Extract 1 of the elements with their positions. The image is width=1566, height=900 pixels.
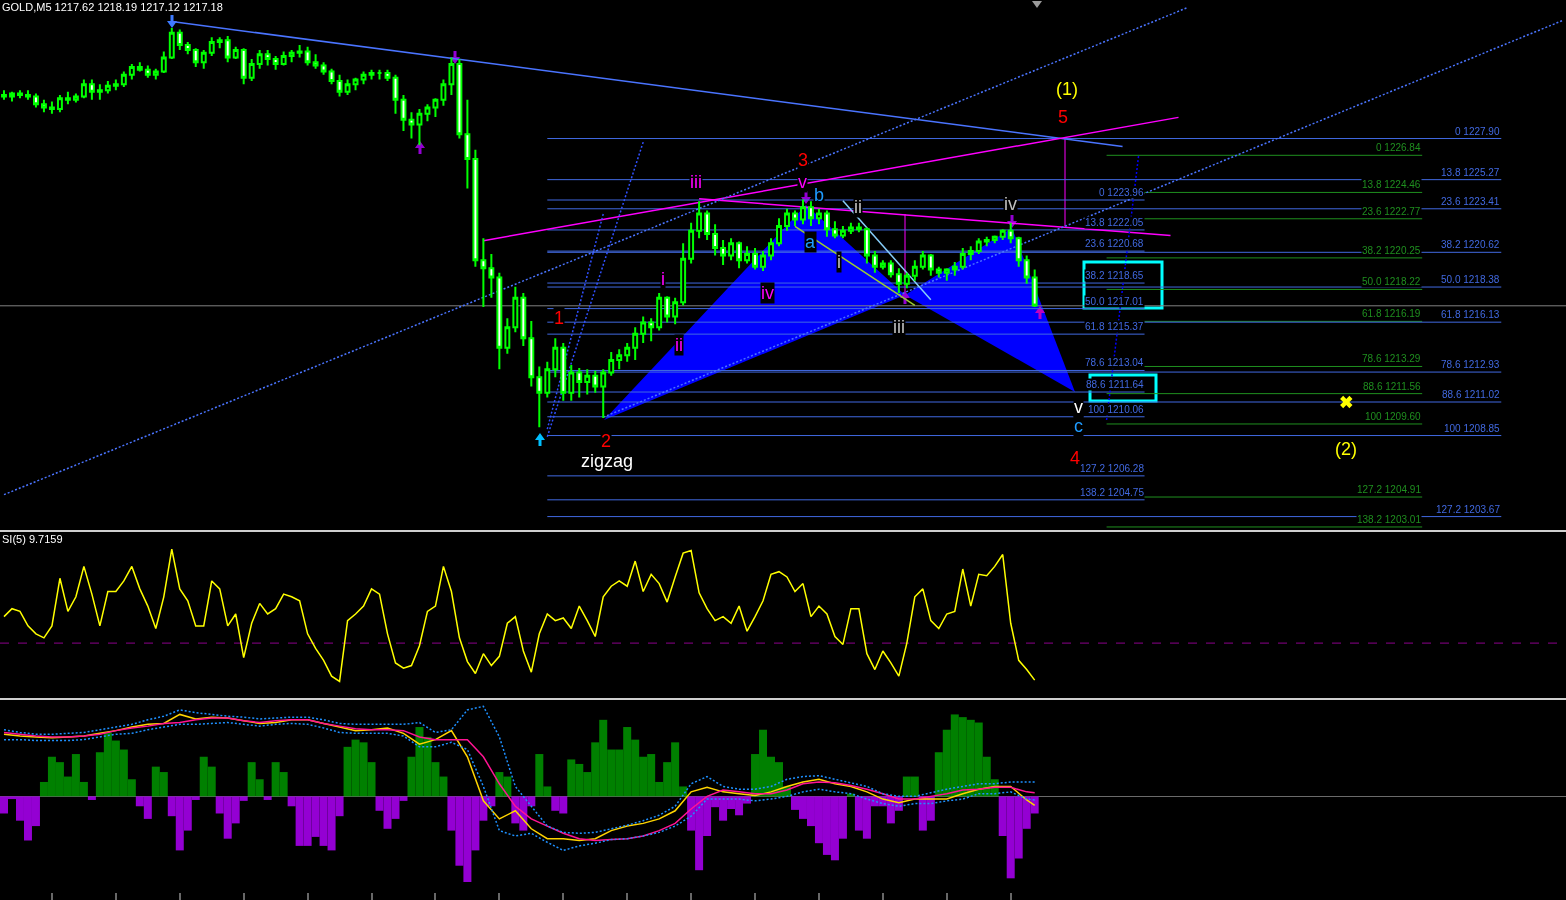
chart-title: SI(5) 9.7159 [2, 532, 63, 545]
